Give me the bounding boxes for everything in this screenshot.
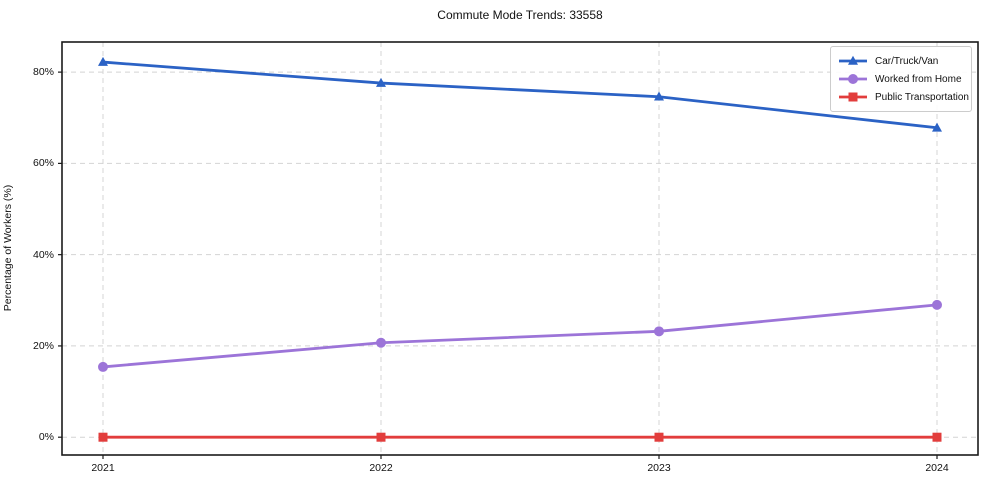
legend-swatch xyxy=(839,74,867,84)
series-line-car-truck-van xyxy=(101,60,939,130)
legend-label: Public Transportation xyxy=(875,91,969,103)
x-tick-label: 2021 xyxy=(91,462,115,474)
legend-label: Car/Truck/Van xyxy=(875,55,939,67)
y-tick-label: 40% xyxy=(32,248,54,261)
x-tick-label: 2024 xyxy=(925,462,949,474)
y-tick-label: 20% xyxy=(32,339,54,352)
series-line-worked-from-home xyxy=(101,303,939,369)
triangle-marker xyxy=(932,122,942,132)
y-tick-label: 80% xyxy=(32,66,54,79)
x-tick-label: 2022 xyxy=(369,462,393,474)
y-tick-label: 0% xyxy=(38,431,54,444)
legend-swatch xyxy=(839,92,867,102)
circle-marker xyxy=(376,337,386,348)
triangle-marker xyxy=(848,55,858,65)
triangle-marker xyxy=(98,56,108,66)
legend-swatch xyxy=(839,55,867,65)
circle-marker xyxy=(932,299,942,310)
y-tick-label: 60% xyxy=(32,157,54,170)
square-marker xyxy=(654,432,664,442)
plot-border xyxy=(61,41,979,456)
legend-item-worked-from-home: Worked from Home xyxy=(838,70,964,88)
square-marker xyxy=(932,432,942,442)
square-marker xyxy=(376,432,386,442)
legend-item-public-transportation: Public Transportation xyxy=(838,88,969,106)
circle-marker xyxy=(98,361,108,372)
chart-title: Commute Mode Trends: 33558 xyxy=(437,8,603,22)
circle-marker xyxy=(654,326,664,337)
legend-item-car-truck-van: Car/Truck/Van xyxy=(838,52,964,70)
circle-marker xyxy=(848,74,858,84)
triangle-marker xyxy=(654,91,664,101)
square-marker xyxy=(848,92,858,102)
triangle-marker xyxy=(376,77,386,87)
legend-label: Worked from Home xyxy=(875,73,962,85)
x-tick-label: 2023 xyxy=(647,462,671,474)
chart-legend: Car/Truck/Van Worked from Home Public Tran… xyxy=(830,46,972,112)
square-marker xyxy=(98,432,108,442)
